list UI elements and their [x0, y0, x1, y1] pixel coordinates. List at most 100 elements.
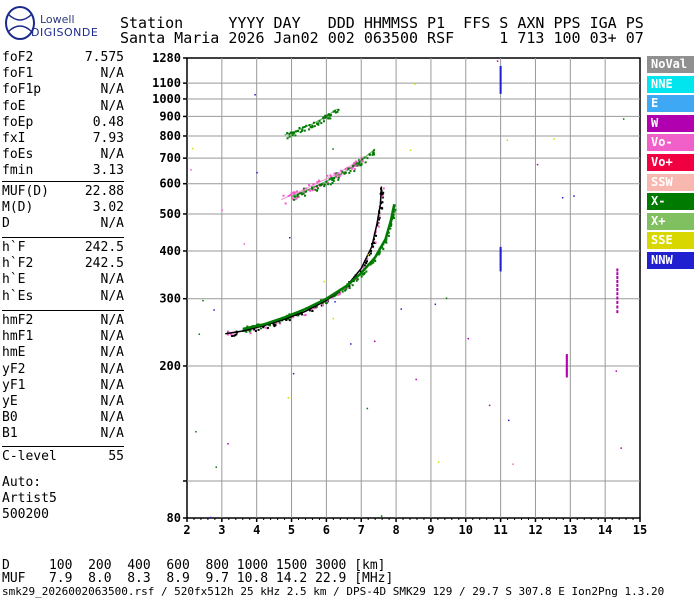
echo-point [320, 304, 323, 307]
x-tick-label: 9 [427, 523, 434, 537]
noise-point [499, 255, 502, 259]
x-tick-label: 10 [459, 523, 473, 537]
x-tick-label: 13 [563, 523, 577, 537]
y-tick-label: 200 [159, 359, 181, 373]
param-key: foF1 [2, 66, 34, 82]
echo-point [366, 157, 369, 160]
noise-point [565, 365, 568, 369]
echo-point [387, 234, 390, 237]
param-key: hmF1 [2, 329, 34, 345]
echo-point [377, 221, 380, 224]
echo-point [274, 324, 277, 327]
echo-point [393, 210, 396, 213]
param-fof1: foF1 N/A [2, 66, 124, 82]
noise-point [415, 378, 417, 381]
legend-nne: NNE [647, 75, 694, 93]
y-tick-label: 900 [159, 109, 181, 123]
echo-point [272, 322, 275, 325]
noise-point [434, 303, 437, 306]
noise-point [202, 299, 204, 302]
echo-point [322, 120, 325, 123]
param-b0: B0 N/A [2, 410, 124, 426]
logo-line1: Lowell [40, 13, 75, 26]
noise-point [254, 94, 256, 96]
echo-point [226, 333, 229, 336]
echo-point [319, 183, 322, 186]
echo-point [320, 122, 323, 125]
noise-point [565, 372, 568, 376]
echo-point [298, 126, 301, 129]
echo-point [233, 334, 236, 337]
echo-point [323, 185, 326, 188]
param-value: N/A [100, 313, 124, 328]
noise-point [292, 372, 295, 375]
noise-point [565, 357, 568, 361]
echo-point [374, 241, 377, 244]
param-hes: h`Es N/A [2, 289, 124, 305]
echo-point [310, 126, 313, 129]
param-value: N/A [100, 345, 124, 361]
echo-point [328, 114, 331, 117]
echo-point [304, 194, 307, 197]
echo-point [297, 193, 300, 196]
trace-x-trace-f2 [242, 204, 396, 331]
param-key: foF1p [2, 82, 42, 98]
trace-x-trace-f2-2-hop [291, 148, 376, 198]
param-key: h`F [2, 240, 26, 255]
echo-point [302, 187, 305, 190]
echo-point [302, 192, 305, 195]
noise-point [499, 261, 502, 265]
muf-row: MUF 7.9 8.0 8.3 8.9 9.7 10.8 14.2 22.9 [… [2, 571, 394, 586]
noise-point [323, 280, 325, 283]
echo-point [291, 134, 294, 137]
echo-point [381, 246, 384, 249]
autoscale-label: Auto: [2, 475, 42, 490]
echo-point [316, 122, 319, 125]
echo-point [352, 166, 355, 169]
noise-point [499, 65, 502, 69]
echo-point [304, 191, 307, 194]
echo-point [334, 111, 337, 114]
param-value: N/A [100, 410, 124, 426]
header-line1: Station YYYY DAY DDD HHMMSS P1 FFS S AXN… [120, 14, 644, 32]
echo-point [378, 252, 381, 255]
x-tick-label: 12 [528, 523, 542, 537]
echo-point [378, 218, 381, 221]
echo-point [257, 328, 260, 331]
echo-point [353, 170, 356, 173]
noise-point [332, 148, 334, 150]
echo-point [296, 130, 299, 133]
param-clevel: C-level 55 [2, 449, 124, 465]
noise-point [445, 297, 448, 300]
noise-point [506, 139, 509, 142]
noise-point [620, 447, 622, 449]
echo-point [324, 114, 327, 117]
noise-point [499, 77, 502, 81]
noise-point [565, 370, 568, 374]
noise-point [213, 309, 215, 311]
echo-point [362, 265, 365, 268]
noise-point [536, 163, 539, 166]
y-tick-label: 800 [159, 129, 181, 143]
noise-point [499, 248, 502, 252]
echo-point [295, 197, 298, 200]
echo-point [335, 176, 338, 179]
param-yf2: yF2 N/A [2, 362, 124, 378]
y-tick-label: 80 [167, 511, 181, 525]
noise-point [366, 407, 369, 410]
echo-point [356, 164, 359, 167]
echo-point [299, 131, 302, 134]
echo-point [348, 287, 351, 290]
param-value: N/A [100, 426, 124, 442]
echo-point [288, 319, 291, 322]
echo-point [373, 153, 376, 156]
legend-vo-minus: Vo- [647, 134, 694, 152]
noise-point [565, 355, 568, 359]
noise-point [334, 301, 336, 303]
echo-point [381, 196, 384, 199]
echo-point [343, 172, 346, 175]
echo-point [282, 194, 285, 197]
echo-point [292, 316, 295, 319]
echo-point [365, 270, 368, 273]
